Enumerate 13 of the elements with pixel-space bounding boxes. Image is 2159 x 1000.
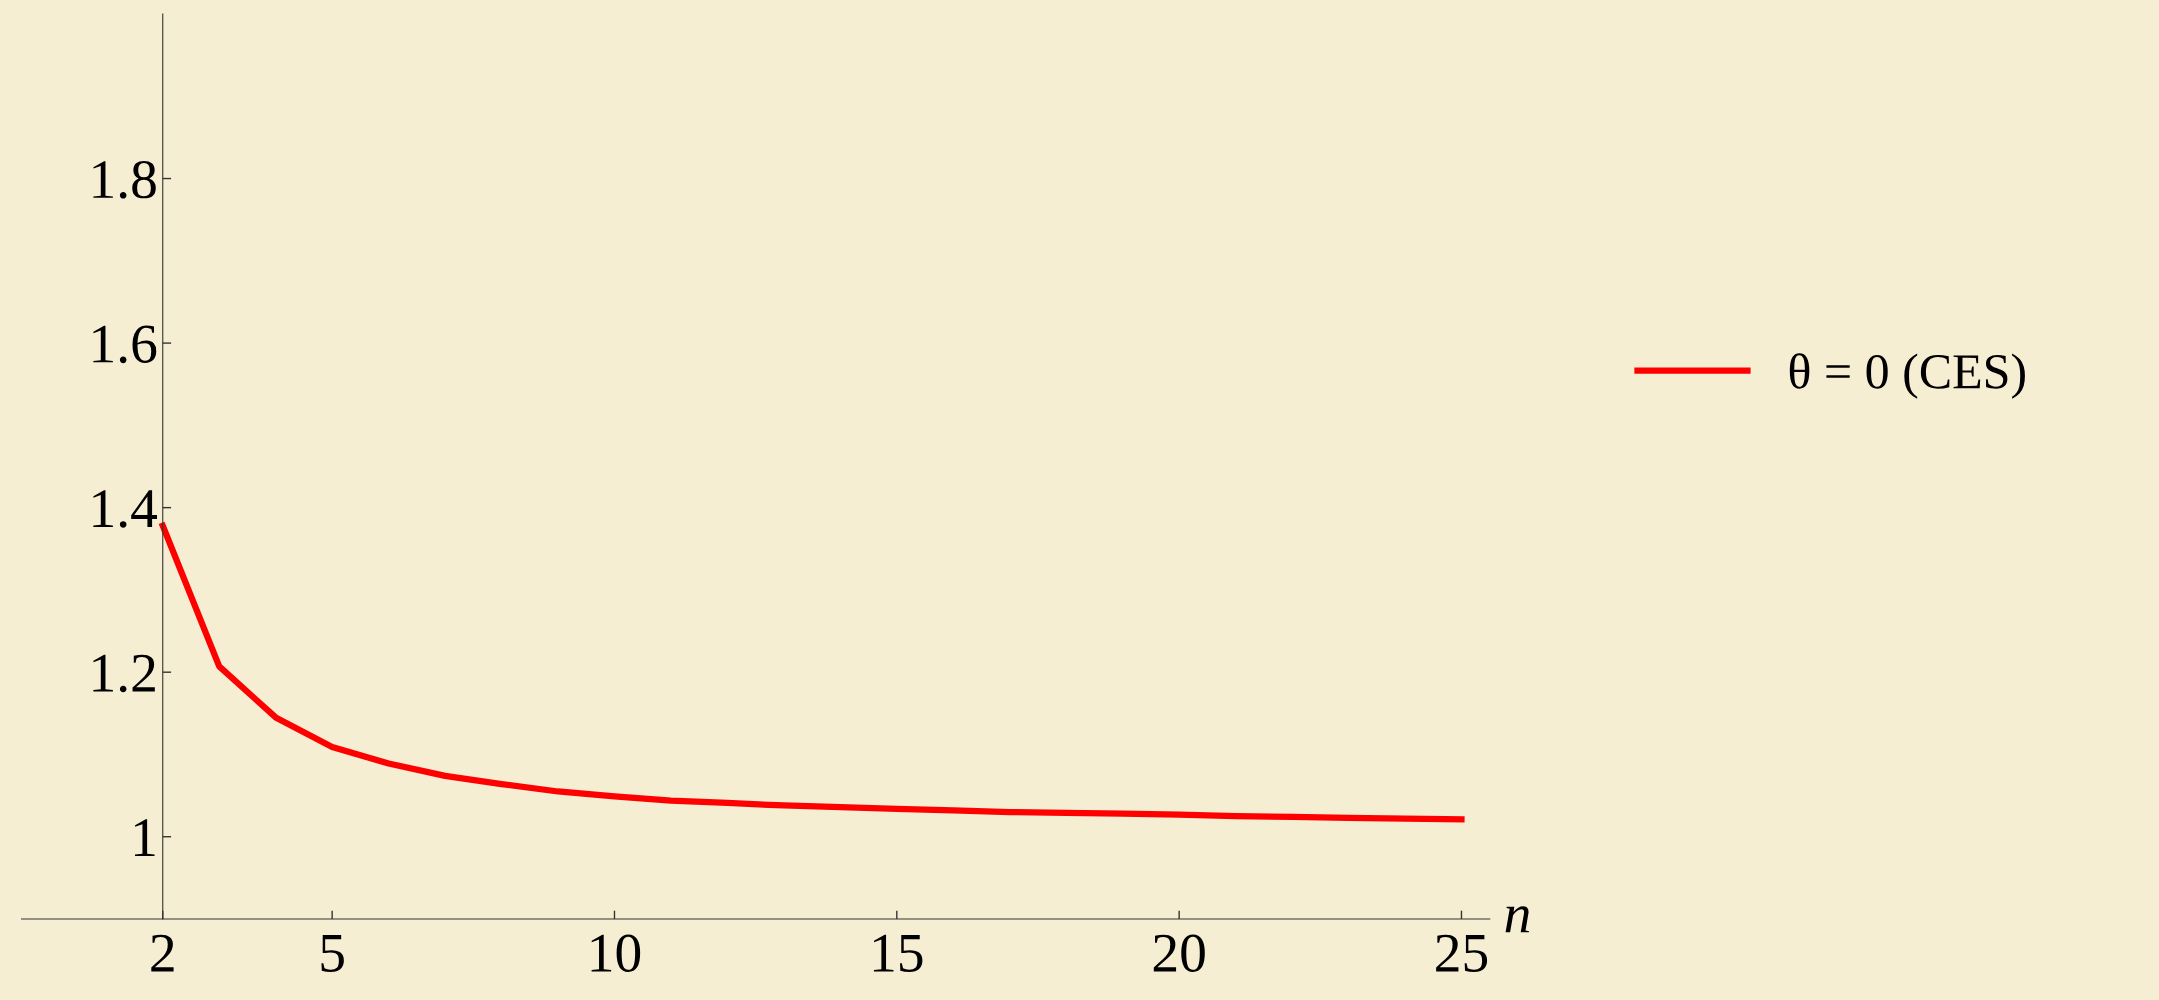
y-tick-label: 1.2 — [93, 654, 155, 693]
x-tick-label: 25 — [1436, 934, 1488, 972]
x-tick-label: 10 — [591, 934, 641, 972]
legend-label: θ = 0 (CES) — [1789, 353, 2025, 399]
x-tick-label: 5 — [321, 935, 344, 972]
y-tick-label: 1.6 — [93, 325, 157, 364]
x-tick-label: 20 — [1153, 934, 1205, 972]
x-tick-label: 15 — [873, 934, 923, 972]
x-axis-title: n — [1505, 906, 1530, 933]
y-tick-label: 1.8 — [93, 160, 156, 199]
y-tick-label: 1.4 — [93, 490, 158, 528]
y-tick-label: 1 — [135, 819, 155, 856]
x-tick-label: 2 — [151, 934, 174, 972]
